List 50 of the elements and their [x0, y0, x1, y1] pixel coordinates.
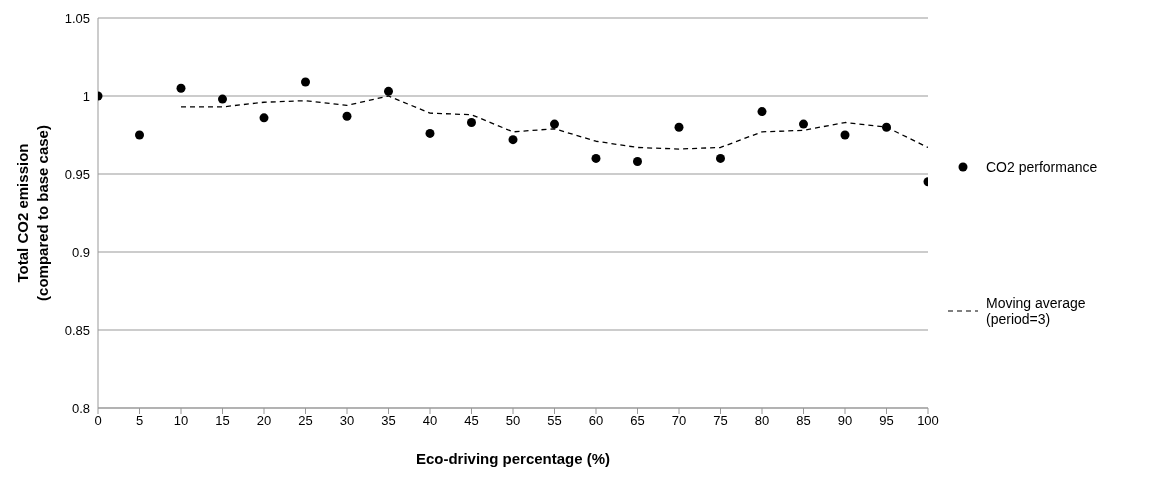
- point: [342, 111, 352, 121]
- x-tick-label: 5: [135, 413, 144, 429]
- x-axis-title: Eco-driving percentage (%): [415, 450, 611, 467]
- x-tick-label: 30: [339, 413, 355, 429]
- y-tick-label: 0.85: [64, 322, 90, 338]
- x-tick-label: 35: [381, 413, 396, 429]
- x-tick-label: 75: [713, 413, 728, 429]
- legend-label: CO2 performance: [986, 159, 1098, 175]
- point: [508, 135, 518, 145]
- point: [550, 119, 559, 129]
- x-tick-label: 70: [671, 413, 687, 429]
- x-tick-label: 50: [505, 413, 521, 429]
- point: [176, 83, 186, 93]
- x-tick-label: 95: [879, 413, 894, 429]
- point: [135, 130, 144, 140]
- x-tick-label: 60: [588, 413, 604, 429]
- y-tick-label: 0.95: [64, 166, 90, 182]
- y-tick-label: 0.9: [71, 244, 90, 260]
- point: [425, 128, 435, 138]
- x-tick-label: 20: [256, 413, 272, 429]
- point: [591, 153, 601, 163]
- point: [218, 94, 227, 104]
- y-tick-label: 0.8: [71, 400, 90, 416]
- point: [799, 119, 808, 129]
- x-tick-label: 45: [464, 413, 479, 429]
- x-tick-label: 40: [422, 413, 438, 429]
- y-tick-label: 1.05: [64, 10, 90, 26]
- x-tick-label: 25: [298, 413, 313, 429]
- x-tick-label: 90: [837, 413, 853, 429]
- x-tick-label: 100: [917, 413, 939, 429]
- legend-label: Moving average (period=3): [986, 295, 1087, 327]
- point: [301, 77, 310, 87]
- point: [716, 153, 725, 163]
- x-tick-label: 65: [630, 413, 645, 429]
- x-tick-label: 80: [754, 413, 770, 429]
- point: [882, 122, 891, 132]
- x-tick-label: 55: [547, 413, 562, 429]
- y-tick-label: 1: [82, 88, 90, 104]
- x-tick-label: 15: [215, 413, 230, 429]
- point: [757, 107, 767, 117]
- x-tick-label: 0: [94, 413, 102, 429]
- point: [633, 157, 642, 167]
- point: [840, 130, 850, 140]
- point: [674, 122, 684, 132]
- point: [259, 113, 269, 123]
- point: [467, 118, 476, 128]
- x-tick-label: 10: [173, 413, 189, 429]
- x-tick-label: 85: [796, 413, 811, 429]
- point: [384, 86, 393, 96]
- y-axis-title: Total CO2 emission (compared to base case): [14, 125, 51, 301]
